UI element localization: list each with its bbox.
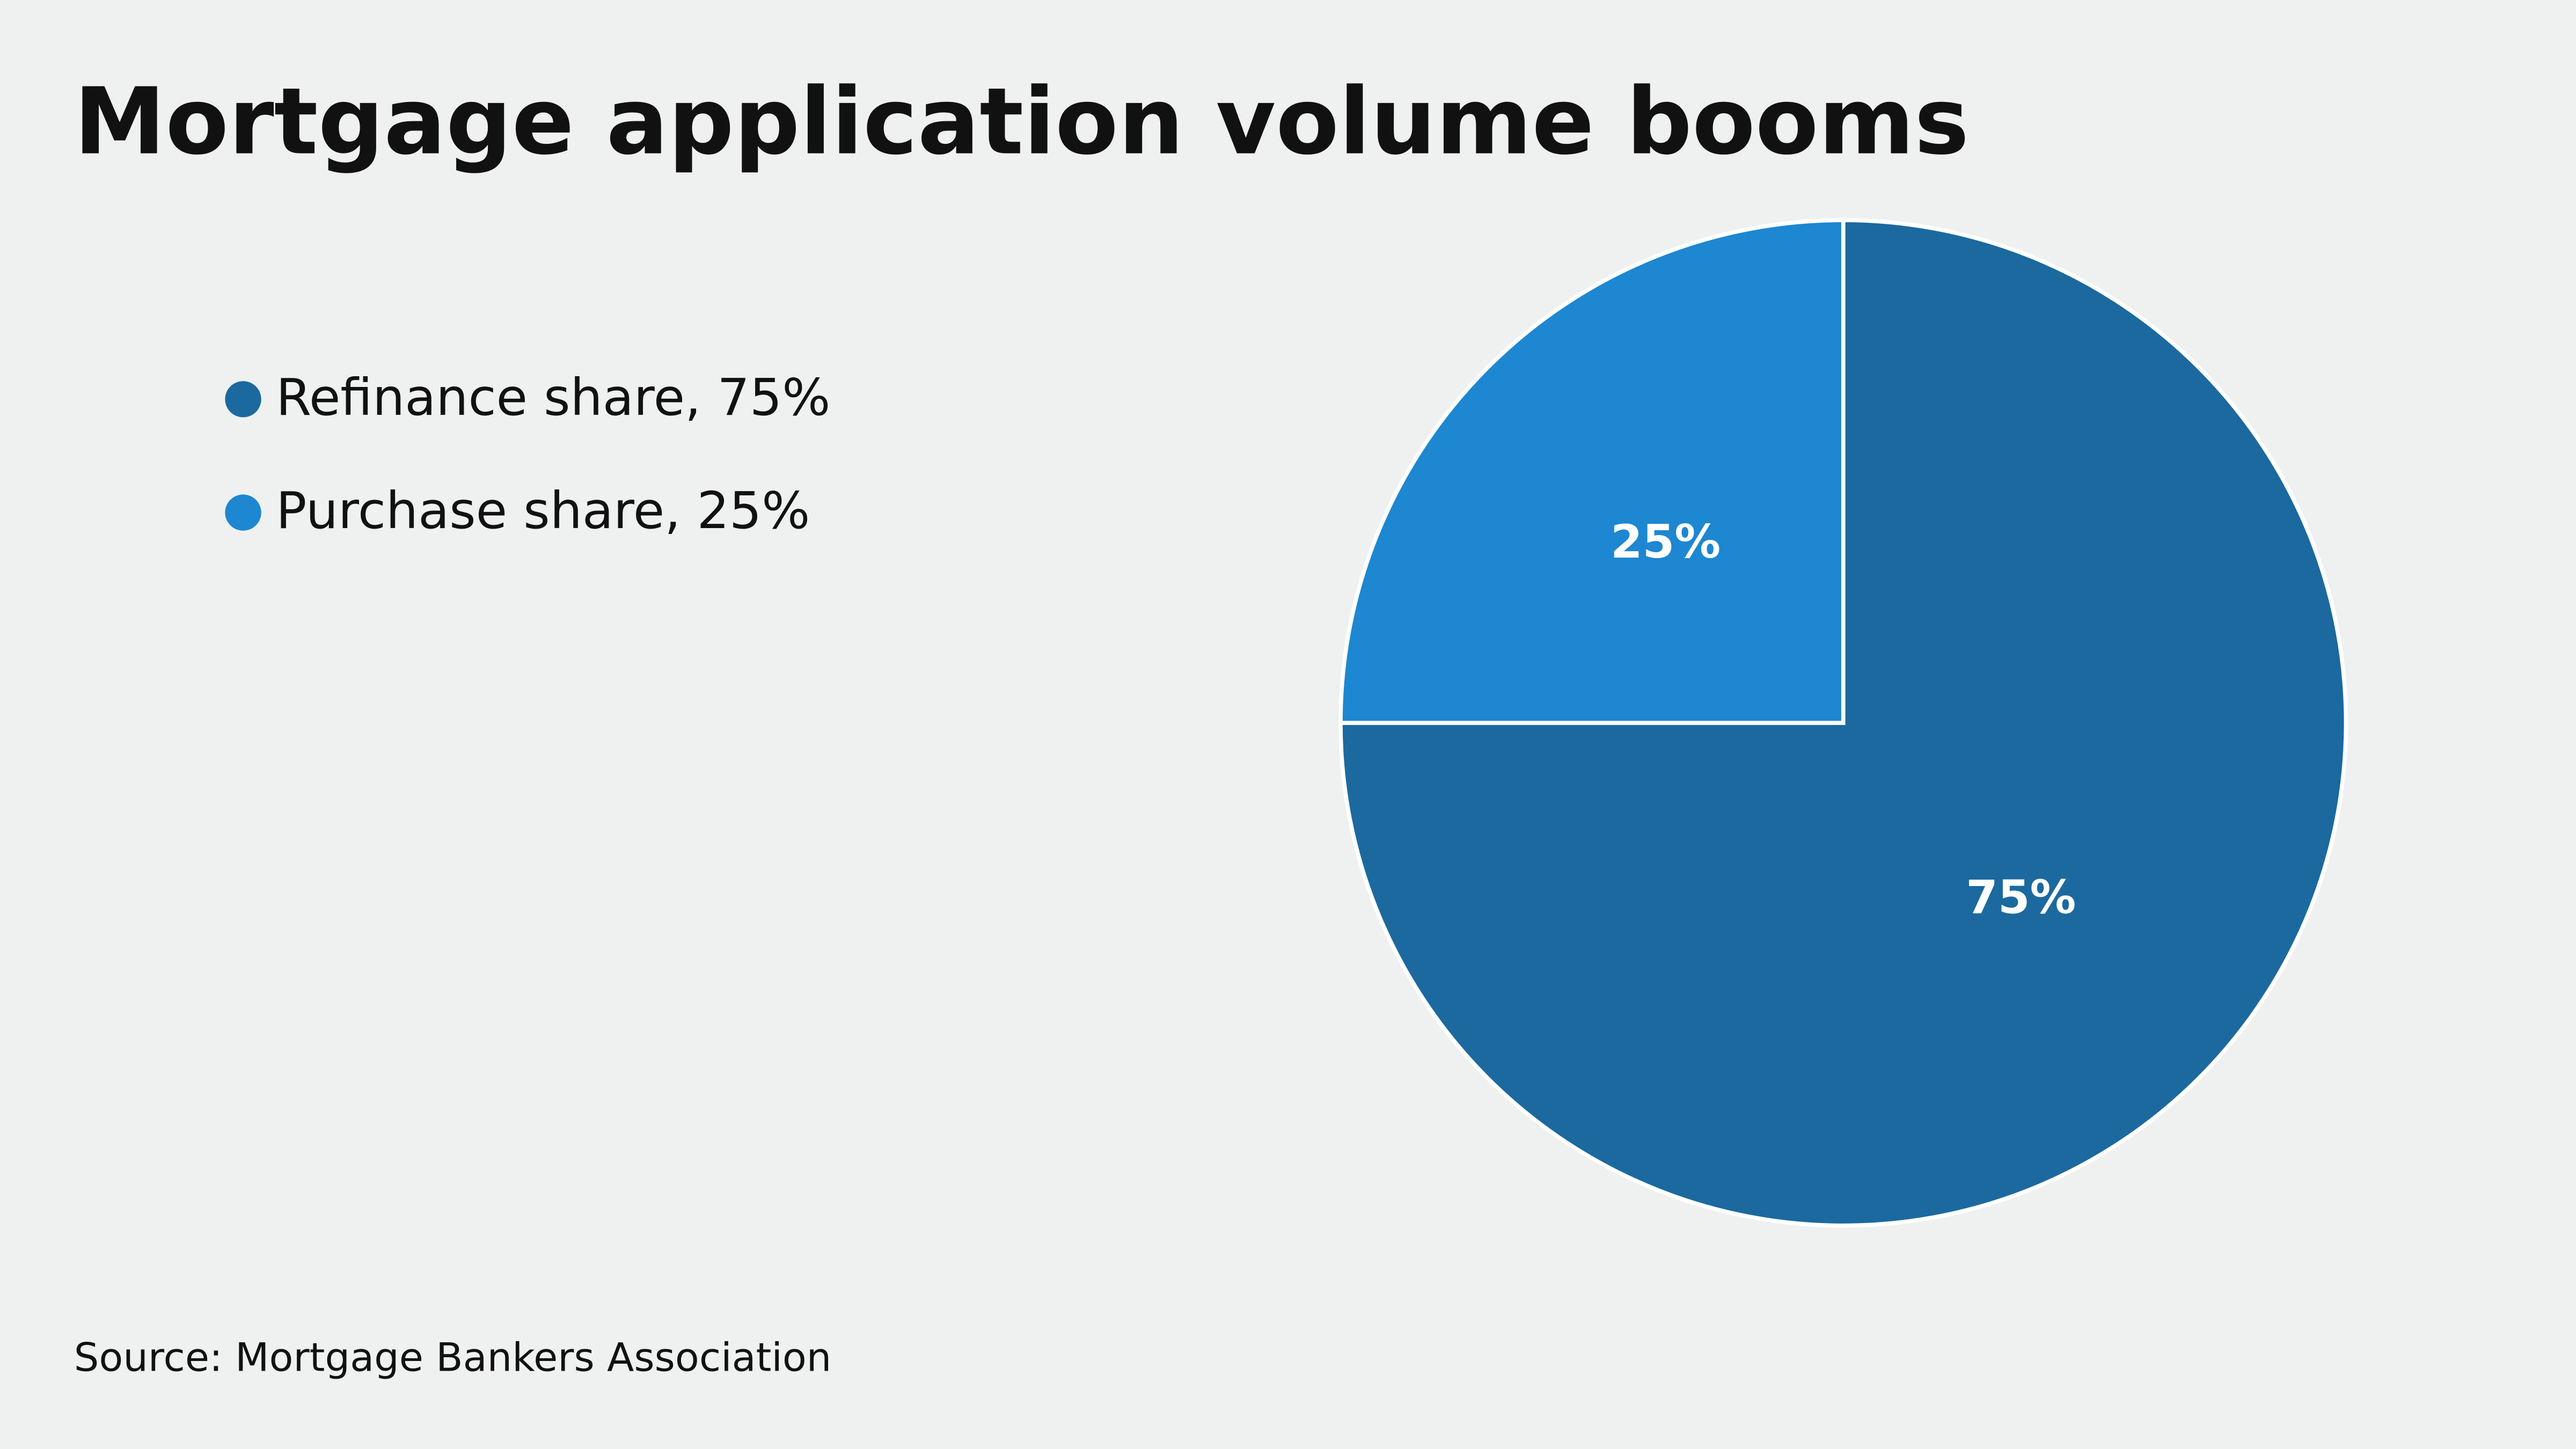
legend-marker (225, 494, 261, 531)
legend-marker (225, 381, 261, 418)
source-note: Source: Mortgage Bankers Association (74, 1335, 832, 1381)
data-label: 25% (1611, 515, 1721, 569)
chart-title: Mortgage application volume booms (74, 69, 1969, 175)
legend-label: Refinance share, 75% (276, 368, 830, 427)
data-label: 75% (1966, 871, 2076, 925)
pie-slice (1338, 218, 1846, 725)
legend-label: Purchase share, 25% (276, 481, 810, 540)
